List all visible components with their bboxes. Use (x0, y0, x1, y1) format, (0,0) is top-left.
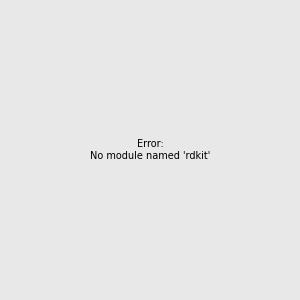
Text: Error:
No module named 'rdkit': Error: No module named 'rdkit' (90, 139, 210, 161)
